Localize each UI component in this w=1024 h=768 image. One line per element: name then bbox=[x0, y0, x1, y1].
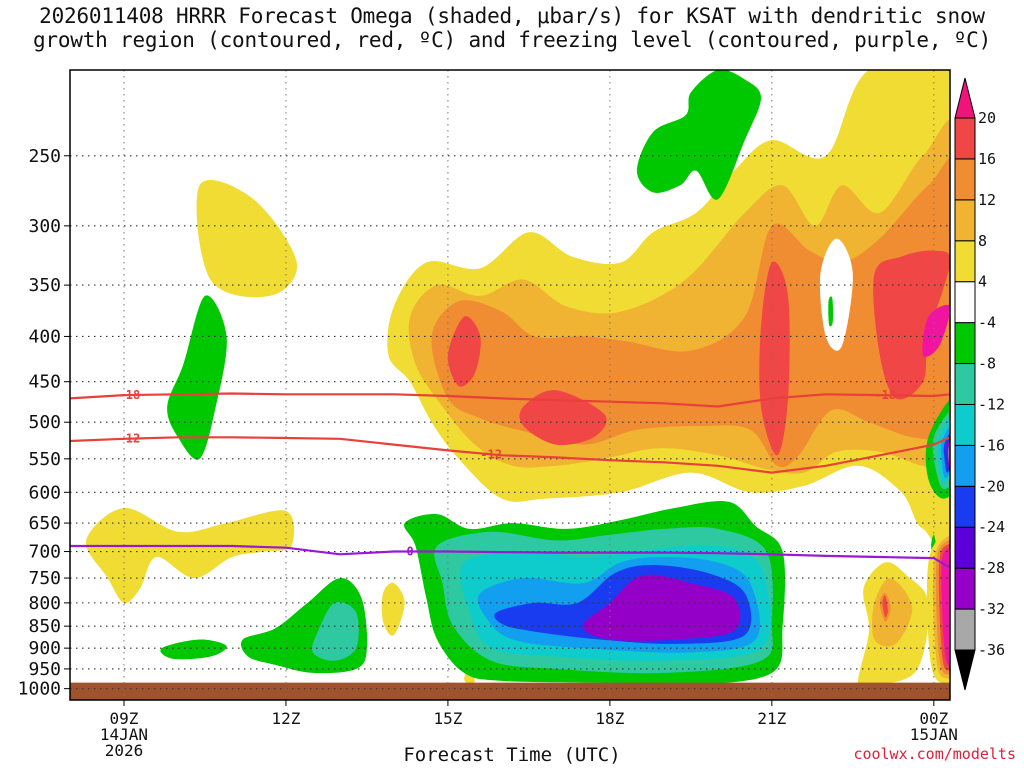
colorbar-label-4: -20 bbox=[978, 477, 1005, 495]
y-tick-label-500: 500 bbox=[28, 412, 61, 433]
colorbar-label-10: 8 bbox=[978, 232, 987, 250]
colorbar-label-9: 4 bbox=[978, 273, 987, 291]
contour-line-2 bbox=[70, 544, 950, 570]
x-tick-label-09Z: 09Z bbox=[110, 709, 139, 728]
contour-label-1-1: -12 bbox=[480, 447, 502, 461]
omega-region-3 bbox=[431, 157, 950, 468]
y-tick-label-900: 900 bbox=[28, 638, 61, 659]
omega-region-6 bbox=[759, 261, 790, 456]
contour-label-2-0: 0 bbox=[407, 545, 414, 559]
y-tick-label-600: 600 bbox=[28, 482, 61, 503]
y-tick-label-950: 950 bbox=[28, 659, 61, 680]
colorbar-segment-below bbox=[954, 649, 976, 691]
omega-region-42 bbox=[941, 548, 950, 667]
colorbar-label-8: -4 bbox=[978, 314, 996, 332]
x-tick-label-21Z: 21Z bbox=[757, 709, 786, 728]
x-tick-year-09Z: 2026 bbox=[105, 741, 144, 760]
title-line-1: 2026011408 HRRR Forecast Omega (shaded, … bbox=[39, 4, 985, 28]
colorbar-label-5: -16 bbox=[978, 436, 1005, 454]
y-tick-label-850: 850 bbox=[28, 616, 61, 637]
omega-region-8 bbox=[922, 304, 950, 357]
contour-label-0-0: -18 bbox=[119, 388, 141, 402]
y-tick-label-300: 300 bbox=[28, 216, 61, 237]
colorbar-segment-0 bbox=[954, 608, 976, 651]
x-tick-date-09Z: 14JAN bbox=[100, 725, 148, 744]
x-tick-label-00Z: 00Z bbox=[919, 709, 948, 728]
omega-region-28 bbox=[312, 601, 359, 661]
y-tick-label-650: 650 bbox=[28, 513, 61, 534]
x-tick-label-12Z: 12Z bbox=[271, 709, 300, 728]
omega-region-0 bbox=[196, 180, 298, 298]
colorbar-label-1: -32 bbox=[978, 600, 1005, 618]
omega-region-10 bbox=[828, 296, 834, 327]
colorbar-segment-1 bbox=[954, 567, 976, 610]
omega-region-9 bbox=[819, 238, 853, 351]
colorbar-segment-5 bbox=[954, 403, 976, 446]
omega-region-12 bbox=[381, 582, 405, 636]
temperature-contours: -18 -18 -12 -12 0 bbox=[70, 388, 950, 570]
colorbar-label-6: -12 bbox=[978, 395, 1005, 413]
grid-lines bbox=[70, 70, 950, 700]
colorbar-label-13: 20 bbox=[978, 109, 996, 127]
credit-link[interactable]: coolwx.com/modelts bbox=[853, 745, 1016, 763]
y-tick-label-250: 250 bbox=[28, 146, 61, 167]
omega-region-19 bbox=[636, 70, 761, 200]
colorbar-label-12: 16 bbox=[978, 150, 996, 168]
y-tick-label-1000: 1000 bbox=[18, 679, 61, 700]
colorbar-label-2: -28 bbox=[978, 559, 1005, 577]
colorbar-label-7: -8 bbox=[978, 355, 996, 373]
y-tick-label-750: 750 bbox=[28, 568, 61, 589]
x-tick-date-00Z: 15JAN bbox=[910, 725, 958, 744]
contour-line-0 bbox=[70, 392, 950, 408]
colorbar-segment-6 bbox=[954, 363, 976, 405]
colorbar-segment-9 bbox=[954, 240, 976, 283]
x-axis-label: Forecast Time (UTC) bbox=[403, 744, 621, 766]
omega-region-29 bbox=[160, 639, 227, 660]
omega-region-4 bbox=[447, 316, 481, 387]
colorbar-segment-3 bbox=[954, 485, 976, 528]
colorbar-segment-4 bbox=[954, 444, 976, 487]
y-tick-label-800: 800 bbox=[28, 593, 61, 614]
y-axis-ticks: 2503003504004505005506006507007508008509… bbox=[18, 146, 70, 700]
x-tick-label-15Z: 15Z bbox=[433, 709, 462, 728]
colorbar-segment-12 bbox=[954, 117, 976, 160]
y-tick-label-700: 700 bbox=[28, 542, 61, 563]
omega-region-15 bbox=[872, 578, 913, 647]
y-tick-label-450: 450 bbox=[28, 372, 61, 393]
omega-region-17 bbox=[882, 595, 888, 618]
plot-frame bbox=[69, 69, 951, 701]
omega-region-18 bbox=[167, 295, 227, 460]
colorbar-segment-8 bbox=[954, 281, 976, 324]
contour-line-1 bbox=[70, 436, 950, 474]
colorbar-label-0: -36 bbox=[978, 641, 1005, 659]
omega-region-7 bbox=[873, 250, 950, 400]
y-tick-label-350: 350 bbox=[28, 275, 61, 296]
x-tick-label-18Z: 18Z bbox=[595, 709, 624, 728]
y-tick-label-550: 550 bbox=[28, 449, 61, 470]
omega-region-5 bbox=[519, 390, 607, 446]
colorbar-segment-10 bbox=[954, 199, 976, 242]
colorbar-segment-7 bbox=[954, 322, 976, 365]
colorbar-segment-2 bbox=[954, 526, 976, 569]
surface-ground bbox=[70, 682, 950, 700]
contour-label-1-0: -12 bbox=[119, 432, 141, 446]
omega-region-26 bbox=[582, 574, 741, 641]
y-tick-label-400: 400 bbox=[28, 326, 61, 347]
colorbar-segment-11 bbox=[954, 158, 976, 201]
colorbar-label-11: 12 bbox=[978, 191, 996, 209]
omega-region-11 bbox=[85, 507, 295, 604]
omega-shading bbox=[85, 70, 950, 690]
colorbar: -36 -32 -28 -24 -20 -16 -12 -8 -4 4 8 12 16 20 bbox=[954, 77, 1005, 691]
contour-label-0-1: -18 bbox=[874, 388, 896, 402]
colorbar-label-3: -24 bbox=[978, 518, 1005, 536]
colorbar-segment-above bbox=[954, 77, 976, 119]
title-line-2: growth region (contoured, red, ºC) and f… bbox=[32, 28, 992, 52]
